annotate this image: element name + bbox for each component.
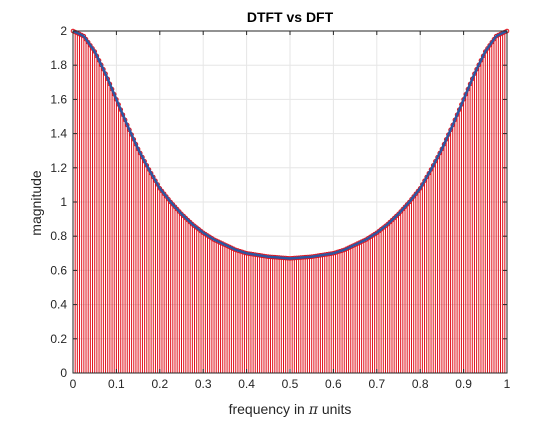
x-tick-label: 0.2 [151,377,168,391]
y-tick-label: 1.2 [50,161,67,175]
y-tick-label: 2 [60,24,67,38]
y-tick-label: 0.4 [50,298,67,312]
x-tick-label: 0.8 [412,377,429,391]
x-tick-label: 0.4 [238,377,255,391]
x-axis-label: frequency in π units [229,401,352,418]
x-tick-label: 0.9 [455,377,472,391]
y-tick-label: 0.6 [50,263,67,277]
x-tick-label: 1 [504,377,511,391]
x-tick-label: 0 [70,377,77,391]
y-tick-label: 1 [60,195,67,209]
x-axis-label-prefix: frequency in [229,401,309,417]
x-tick-label: 0.5 [282,377,299,391]
x-tick-label: 0.7 [368,377,385,391]
x-axis-label-suffix: units [318,401,351,417]
y-tick-label: 0.8 [50,229,67,243]
x-tick-label: 0.3 [195,377,212,391]
y-tick-label: 1.6 [50,92,67,106]
y-tick-label: 0 [60,366,67,380]
x-tick-label: 0.6 [325,377,342,391]
y-axis-label: magnitude [28,170,44,236]
y-tick-label: 1.4 [50,127,67,141]
x-tick-label: 0.1 [108,377,125,391]
y-tick-label: 0.2 [50,332,67,346]
y-tick-label: 1.8 [50,58,67,72]
chart-title: DTFT vs DFT [247,9,334,25]
